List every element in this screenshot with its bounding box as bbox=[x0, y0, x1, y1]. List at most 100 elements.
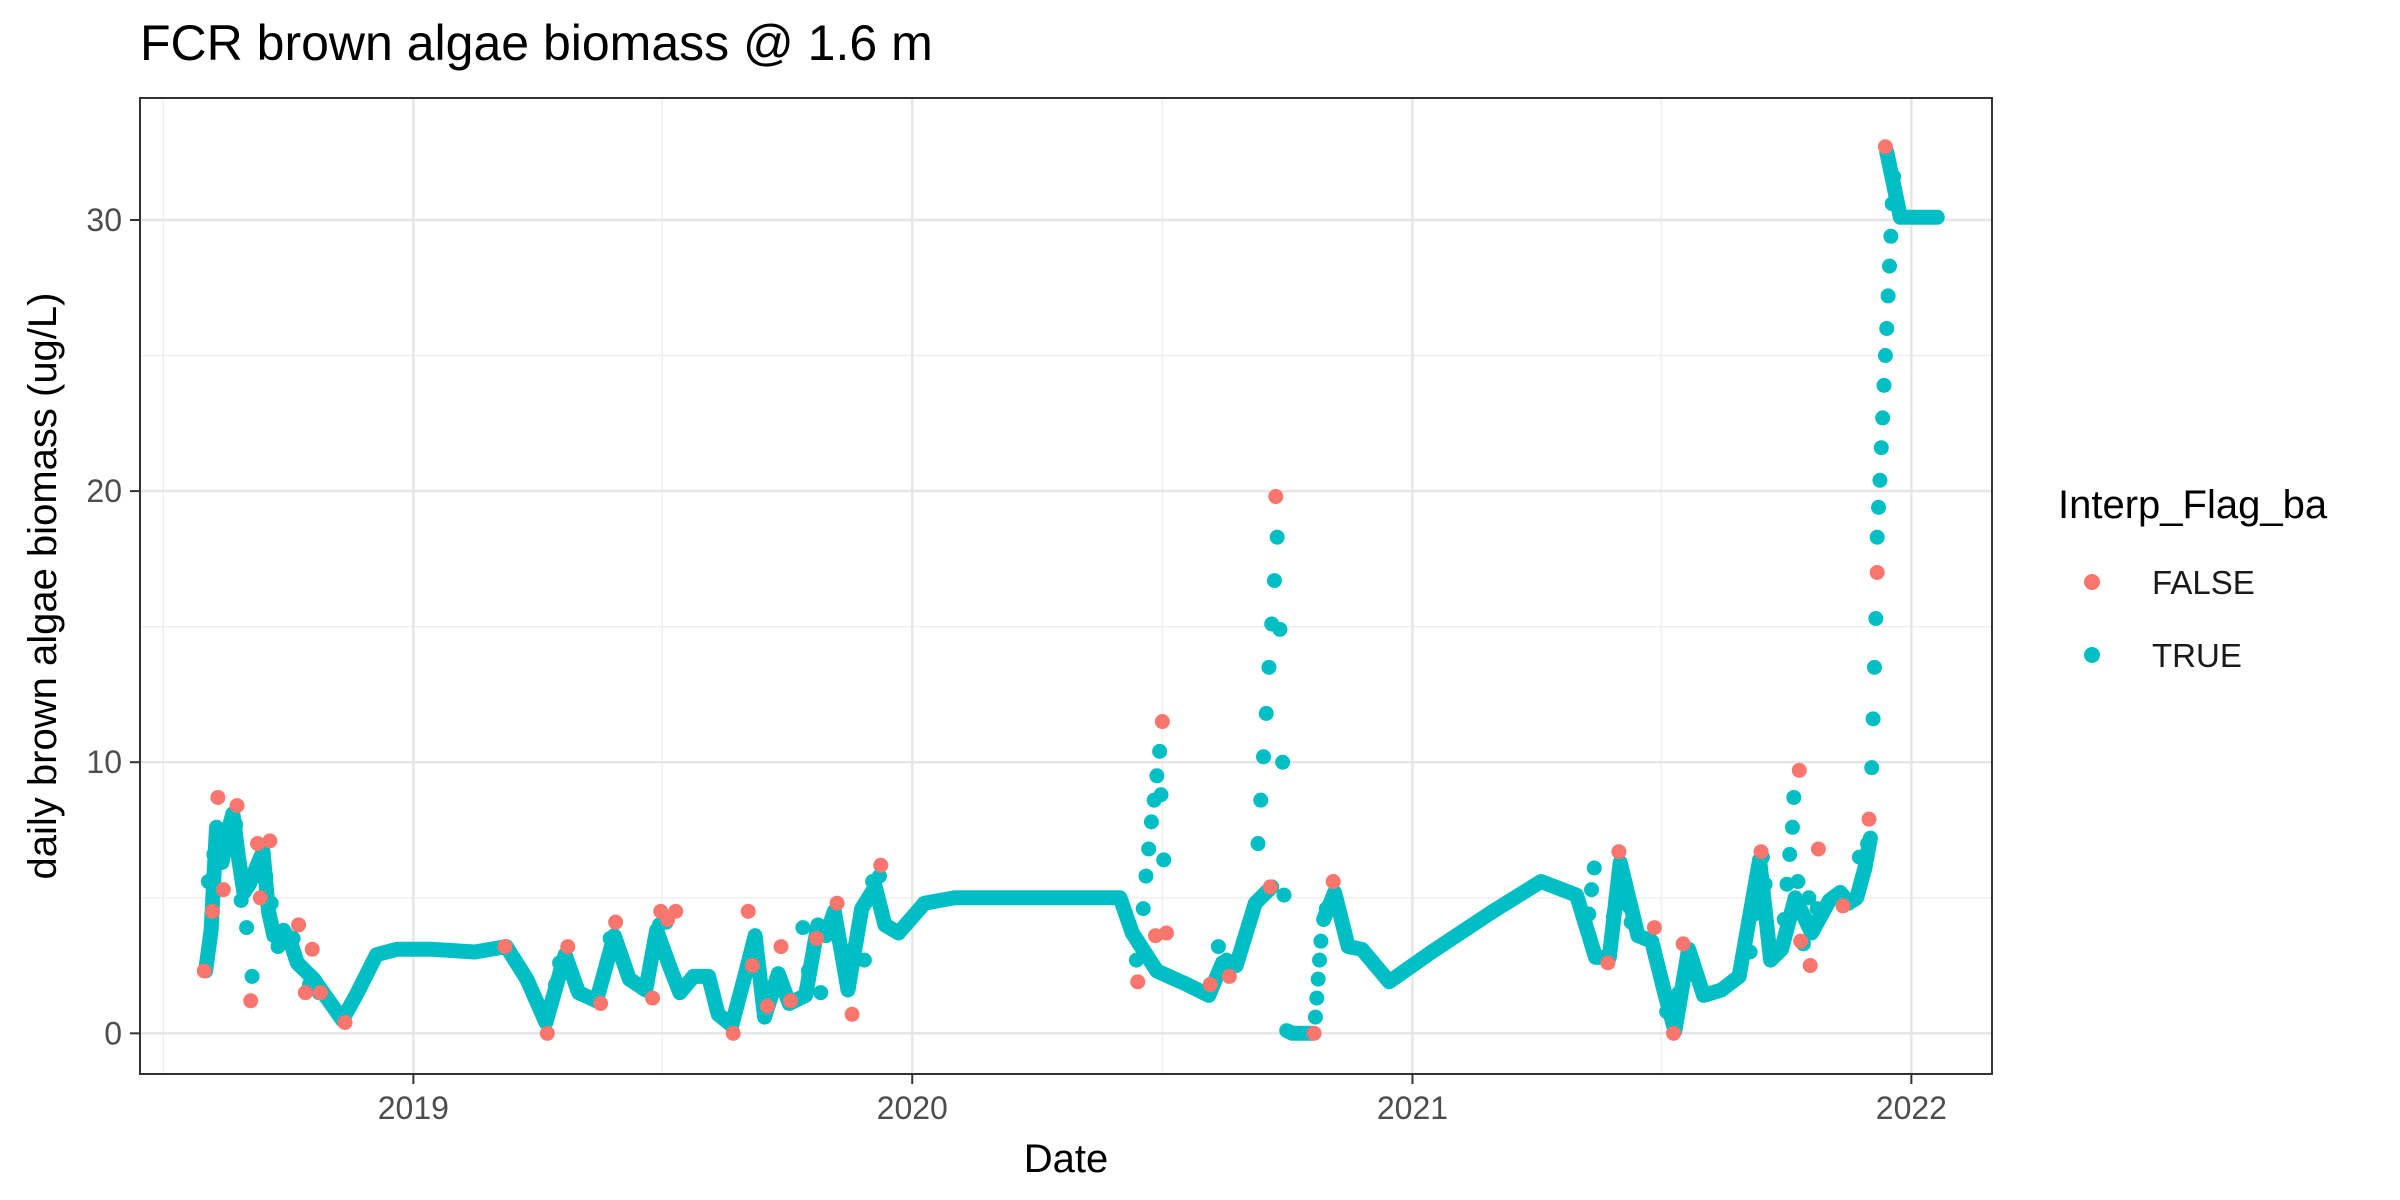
point-true bbox=[1272, 621, 1288, 637]
point-false bbox=[1268, 489, 1284, 505]
point-false bbox=[1646, 920, 1662, 936]
point-true bbox=[1798, 911, 1814, 927]
legend-label-false: FALSE bbox=[2152, 564, 2255, 601]
point-false bbox=[1202, 977, 1218, 993]
point-true bbox=[1250, 836, 1266, 852]
point-true bbox=[1760, 928, 1776, 944]
point-true bbox=[200, 874, 216, 890]
point-false bbox=[1810, 841, 1826, 857]
point-true bbox=[655, 941, 671, 957]
point-true bbox=[1618, 879, 1634, 895]
point-true bbox=[847, 939, 863, 955]
point-true bbox=[244, 968, 260, 984]
point-true bbox=[800, 963, 816, 979]
legend-key-false bbox=[2084, 574, 2100, 590]
point-true bbox=[1266, 573, 1282, 589]
point-false bbox=[337, 1014, 353, 1030]
point-false bbox=[1306, 1025, 1322, 1041]
chart-title: FCR brown algae biomass @ 1.6 m bbox=[140, 15, 933, 71]
point-true bbox=[1309, 990, 1325, 1006]
point-false bbox=[560, 939, 576, 955]
point-false bbox=[250, 836, 266, 852]
point-true bbox=[1261, 659, 1277, 675]
point-true bbox=[1312, 952, 1328, 968]
point-true bbox=[1865, 711, 1881, 727]
point-false bbox=[1869, 564, 1885, 580]
plot-panel bbox=[140, 98, 1992, 1074]
point-false bbox=[740, 903, 756, 919]
grid-major bbox=[140, 98, 1992, 1074]
point-true bbox=[1784, 819, 1800, 835]
point-true bbox=[1671, 985, 1687, 1001]
point-true bbox=[233, 892, 249, 908]
point-true bbox=[552, 955, 568, 971]
point-true bbox=[1790, 874, 1806, 890]
point-true bbox=[1872, 472, 1888, 488]
series-true-line bbox=[198, 806, 1280, 1033]
point-true bbox=[1152, 743, 1168, 759]
point-true bbox=[1586, 860, 1602, 876]
series-false-points bbox=[196, 139, 1893, 1041]
point-false bbox=[210, 789, 226, 805]
y-tick-label: 10 bbox=[86, 744, 122, 780]
point-true bbox=[1141, 841, 1157, 857]
point-false bbox=[291, 917, 307, 933]
point-true bbox=[251, 855, 267, 871]
point-true bbox=[1746, 906, 1762, 922]
point-false bbox=[759, 998, 775, 1014]
point-false bbox=[645, 990, 661, 1006]
point-true bbox=[1584, 882, 1600, 898]
point-true bbox=[602, 930, 618, 946]
point-true bbox=[616, 955, 632, 971]
point-true bbox=[1135, 901, 1151, 917]
y-tick-label: 30 bbox=[86, 202, 122, 238]
point-true bbox=[548, 977, 564, 993]
point-true bbox=[1620, 898, 1636, 914]
point-false bbox=[1158, 925, 1174, 941]
point-true bbox=[1276, 887, 1292, 903]
point-true bbox=[228, 817, 244, 833]
point-false bbox=[1666, 1025, 1682, 1041]
point-true bbox=[1256, 749, 1272, 765]
point-false bbox=[243, 993, 259, 1009]
point-false bbox=[1802, 958, 1818, 974]
y-axis-label: daily brown algae biomass (ug/L) bbox=[21, 293, 65, 880]
point-true bbox=[1269, 529, 1285, 545]
point-true bbox=[1782, 846, 1798, 862]
point-true bbox=[1310, 971, 1326, 987]
point-true bbox=[1873, 440, 1889, 456]
point-false bbox=[873, 857, 889, 873]
point-true bbox=[856, 952, 872, 968]
point-false bbox=[539, 1025, 555, 1041]
point-true bbox=[1143, 814, 1159, 830]
point-false bbox=[262, 833, 278, 849]
plot-border bbox=[139, 97, 1993, 1075]
point-true bbox=[1776, 911, 1792, 927]
legend: Interp_Flag_ba FALSE TRUE bbox=[2058, 483, 2328, 674]
point-true bbox=[1659, 1004, 1675, 1020]
point-true bbox=[1876, 377, 1892, 393]
x-tick-label: 2019 bbox=[378, 1090, 449, 1126]
point-true bbox=[1866, 659, 1882, 675]
point-true bbox=[1253, 792, 1269, 808]
point-false bbox=[1262, 879, 1278, 895]
point-false bbox=[725, 1025, 741, 1041]
point-true bbox=[1307, 1009, 1323, 1025]
x-axis: 2019 2020 2021 2022 bbox=[378, 1074, 1947, 1126]
point-false bbox=[497, 939, 513, 955]
point-true bbox=[217, 830, 233, 846]
point-true bbox=[1809, 901, 1825, 917]
point-false bbox=[1325, 874, 1341, 890]
series-true-points bbox=[200, 169, 1902, 1025]
point-false bbox=[1861, 811, 1877, 827]
point-true bbox=[1869, 529, 1885, 545]
point-false bbox=[829, 895, 845, 911]
point-false bbox=[844, 1006, 860, 1022]
legend-label-true: TRUE bbox=[2152, 637, 2242, 674]
point-true bbox=[285, 930, 301, 946]
point-false bbox=[304, 941, 320, 957]
point-true bbox=[1877, 348, 1893, 364]
legend-title: Interp_Flag_ba bbox=[2058, 483, 2328, 527]
point-false bbox=[1793, 933, 1809, 949]
